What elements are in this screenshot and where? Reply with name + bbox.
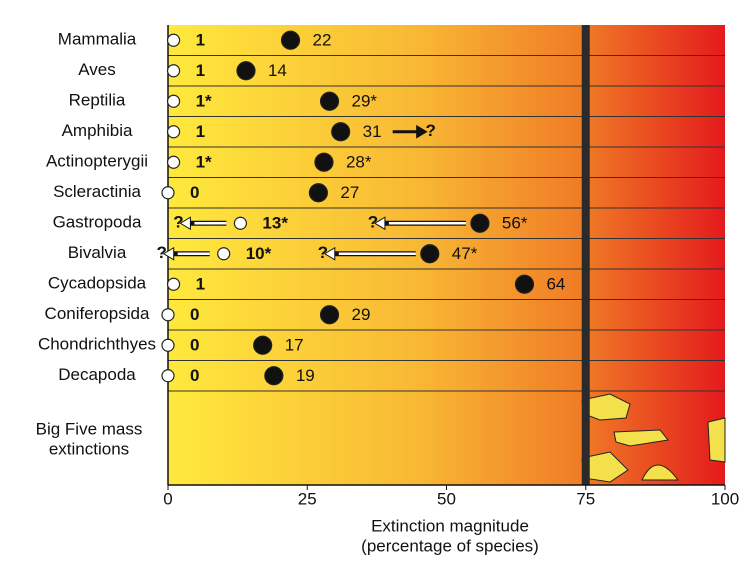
data-marker	[514, 274, 535, 294]
data-marker	[166, 64, 181, 78]
mass-extinction-label: Big Five mass	[36, 419, 143, 438]
data-marker	[308, 183, 328, 203]
data-label: 56*	[502, 214, 528, 233]
plot-background	[168, 25, 725, 485]
y-tick-label: Gastropoda	[53, 213, 142, 232]
data-marker	[319, 91, 340, 111]
data-label: 14	[268, 61, 287, 80]
data-label: 0	[190, 305, 199, 324]
arrow-label: ?	[425, 121, 435, 140]
x-axis-label: (percentage of species)	[361, 536, 539, 555]
y-tick-label: Bivalvia	[68, 243, 127, 262]
data-label: 13*	[262, 214, 288, 233]
data-label: 1	[196, 31, 205, 50]
arrow-head	[416, 124, 428, 139]
mass-extinction-threshold	[581, 25, 590, 485]
data-label: 17	[285, 336, 304, 355]
arrow-label: ?	[318, 243, 328, 262]
data-marker	[166, 33, 181, 47]
y-tick-label: Coniferopsida	[45, 304, 150, 323]
data-marker	[319, 305, 340, 325]
arrow-label: ?	[368, 213, 378, 232]
data-label: 31	[363, 122, 382, 141]
mass-extinction-label: extinctions	[49, 439, 129, 458]
data-marker	[331, 122, 351, 142]
data-marker	[166, 155, 181, 169]
data-label: 1	[196, 275, 205, 294]
data-label: 1	[196, 122, 205, 141]
arrow-label: ?	[157, 243, 167, 262]
data-marker	[314, 152, 334, 172]
x-tick-label: 50	[437, 489, 456, 508]
arrow-head	[179, 216, 191, 231]
x-tick-label: 75	[576, 489, 595, 508]
y-tick-label: Actinopterygii	[46, 152, 148, 171]
arrow-label: ?	[173, 213, 183, 232]
y-tick-label: Amphibia	[62, 121, 133, 140]
y-tick-label: Aves	[78, 60, 116, 79]
data-label: 0	[190, 336, 199, 355]
x-tick-label: 100	[711, 489, 739, 508]
data-label: 10*	[246, 244, 272, 263]
data-marker	[161, 338, 175, 352]
data-marker	[166, 125, 181, 139]
data-marker	[253, 335, 273, 355]
x-axis-label: Extinction magnitude	[371, 516, 529, 535]
data-marker	[166, 277, 181, 291]
data-marker	[280, 30, 301, 50]
x-tick-label: 0	[163, 489, 172, 508]
data-marker	[161, 369, 175, 383]
data-marker	[233, 216, 248, 230]
y-tick-label: Reptilia	[69, 91, 126, 110]
data-label: 27	[340, 183, 359, 202]
data-label: 0	[190, 366, 199, 385]
x-tick-label: 25	[298, 489, 317, 508]
y-tick-label: Scleractinia	[53, 182, 141, 201]
y-tick-label: Cycadopsida	[48, 274, 147, 293]
arrow-head	[323, 246, 336, 261]
data-marker	[217, 247, 231, 261]
y-tick-label: Mammalia	[58, 30, 137, 49]
data-label: 47*	[452, 244, 478, 263]
data-label: 64	[546, 275, 565, 294]
data-marker	[420, 244, 440, 264]
arrow-head	[373, 216, 386, 231]
data-label: 1	[196, 61, 205, 80]
data-label: 29*	[352, 92, 378, 111]
data-label: 19	[296, 366, 315, 385]
data-marker	[161, 186, 175, 200]
data-label: 28*	[346, 153, 372, 172]
data-marker	[470, 213, 490, 233]
data-label: 29	[352, 305, 371, 324]
data-marker	[264, 366, 284, 386]
data-label: 1*	[196, 153, 212, 172]
data-marker	[166, 94, 181, 108]
data-marker	[236, 61, 256, 81]
data-label: 22	[313, 31, 332, 50]
y-tick-label: Decapoda	[58, 365, 136, 384]
y-tick-label: Chondrichthyes	[38, 335, 156, 354]
data-label: 1*	[196, 92, 212, 111]
data-marker	[161, 308, 175, 322]
data-label: 0	[190, 183, 199, 202]
arrow-head	[162, 246, 175, 261]
